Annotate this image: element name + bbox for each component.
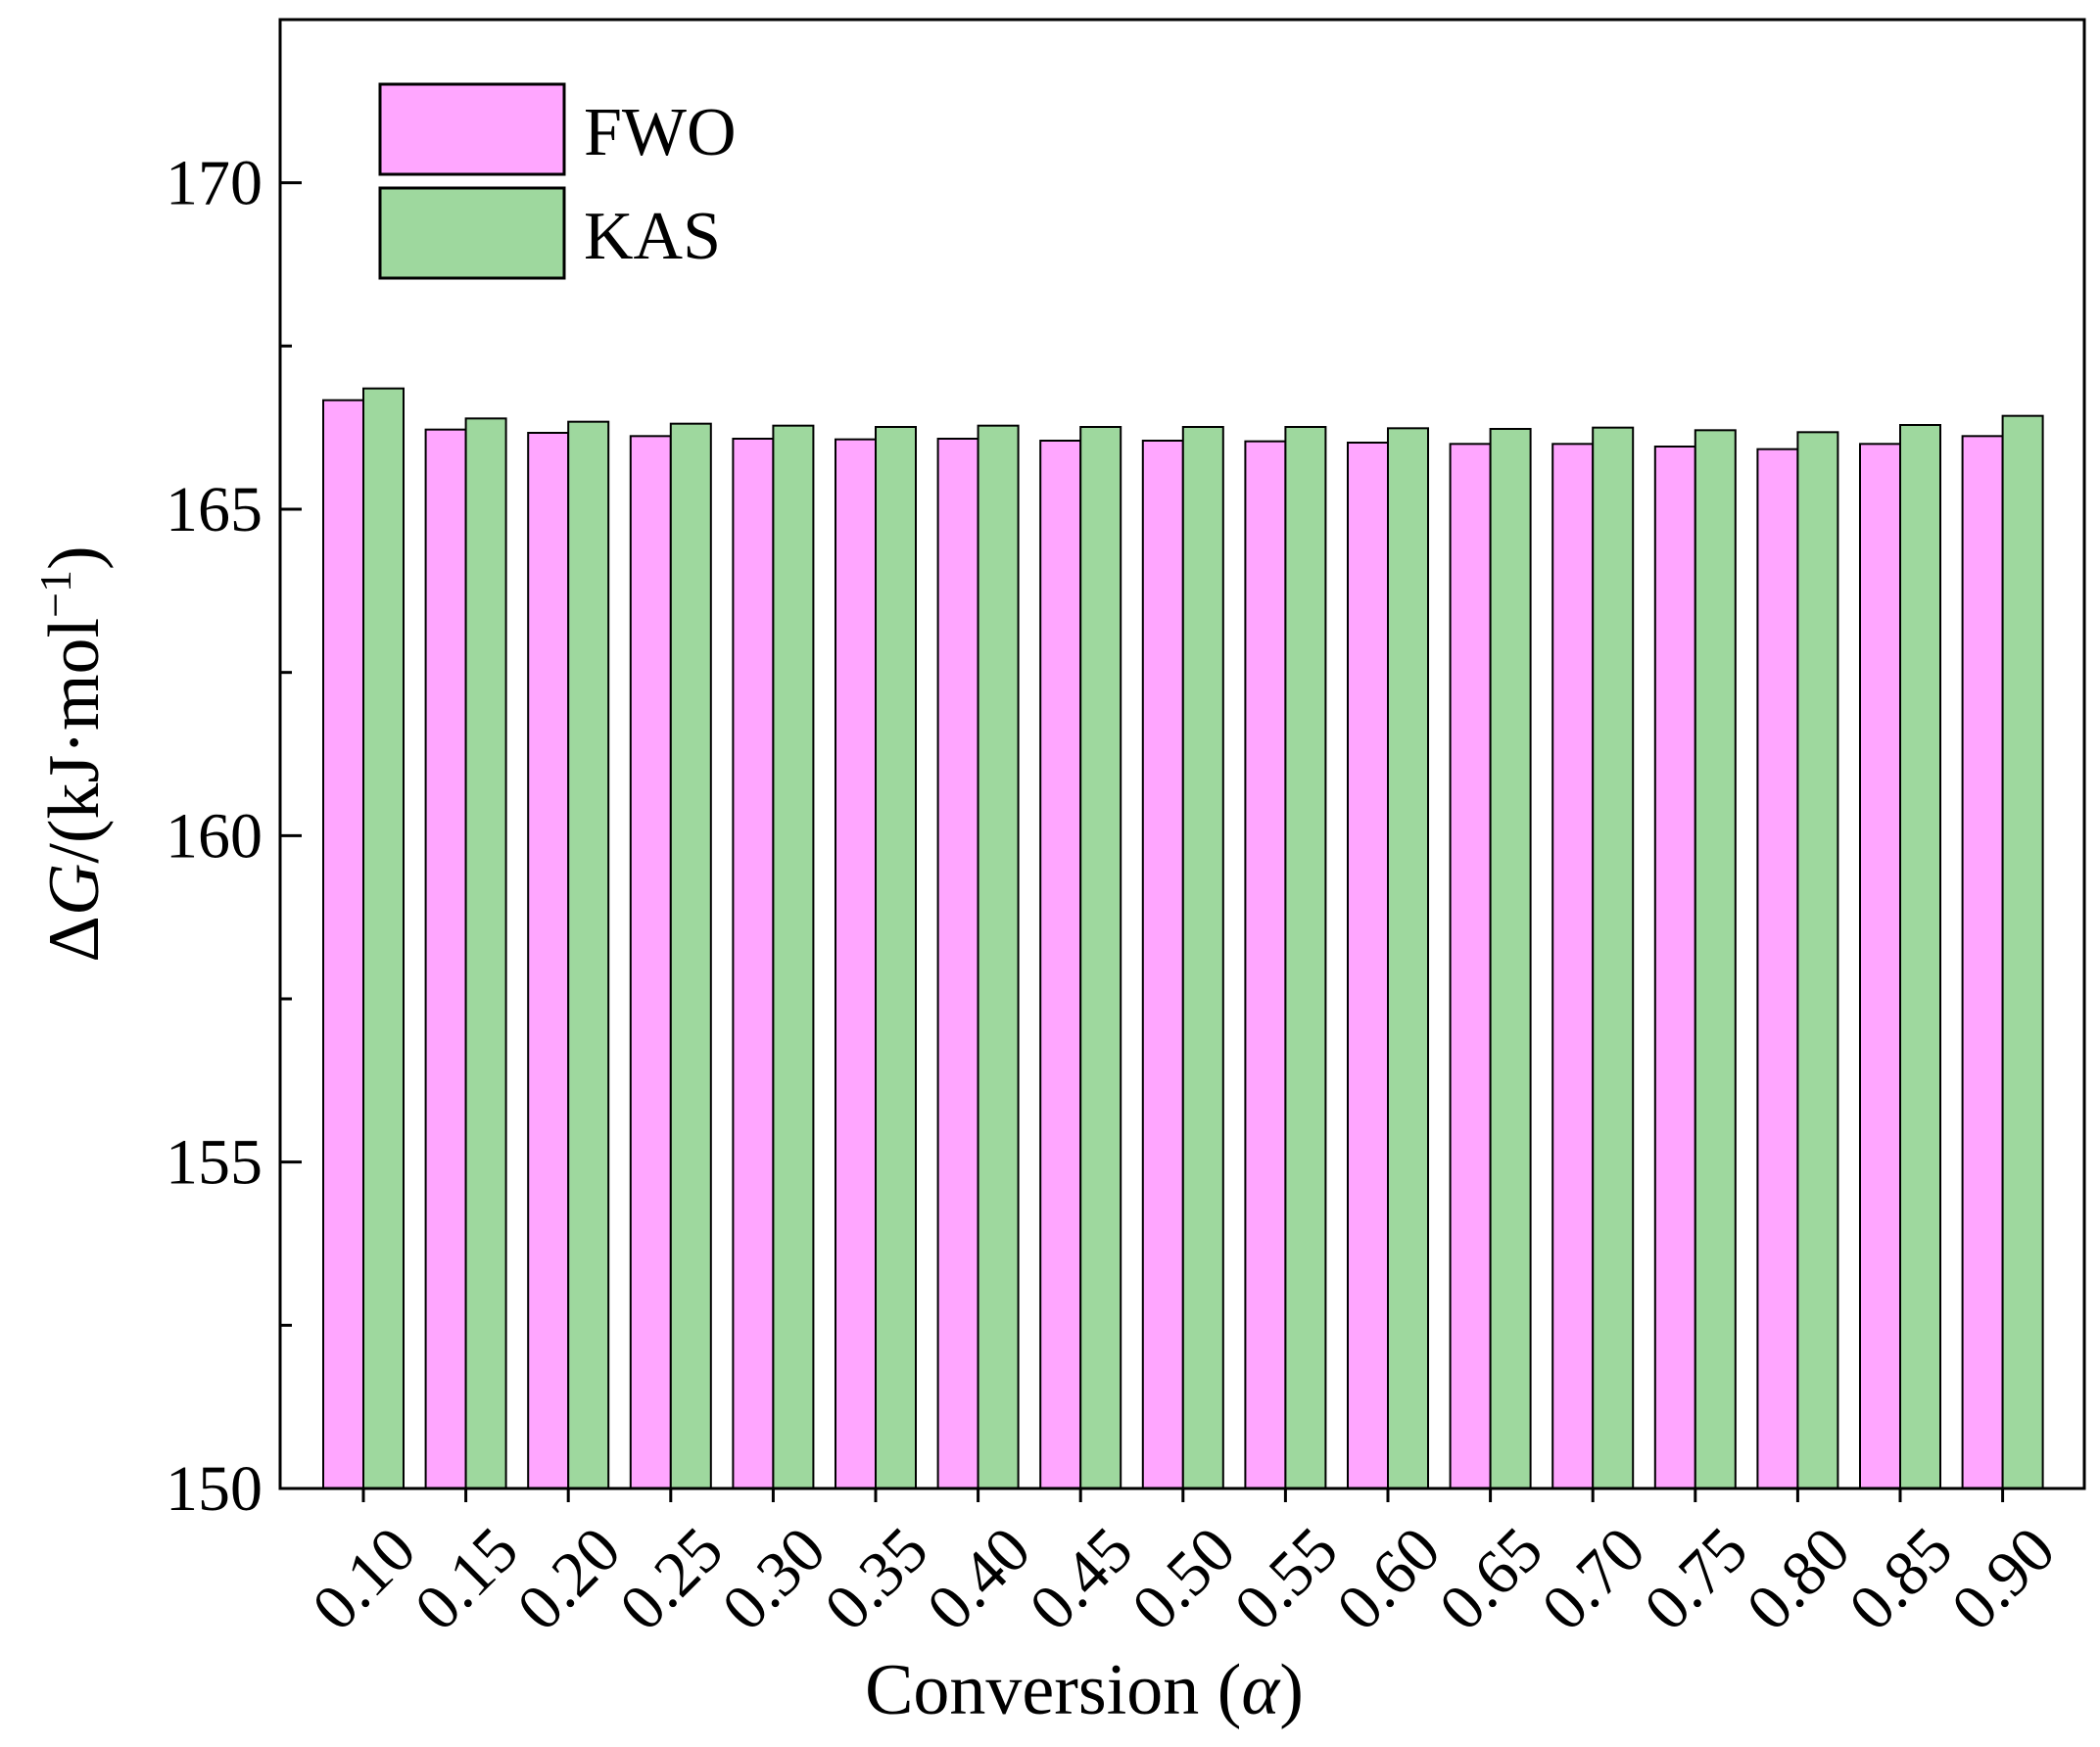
bar-fwo-0.15 [424,428,467,1490]
bar-kas-0.20 [567,420,610,1490]
bar-kas-0.40 [977,424,1020,1490]
bar-fwo-0.45 [1039,440,1082,1489]
bars-layer [322,387,2044,1490]
bar-fwo-0.90 [1961,435,2004,1489]
x-tick-label: 0.10 [299,1514,429,1644]
y-tick-label: 150 [166,1453,262,1525]
x-tick-label: 0.80 [1734,1514,1864,1644]
y-tick-label: 170 [166,148,262,219]
bar-kas-0.85 [1899,424,1941,1489]
bar-kas-0.75 [1694,429,1737,1489]
bar-fwo-0.75 [1653,446,1696,1489]
legend: FWO KAS [378,82,737,280]
x-tick-label: 0.45 [1016,1514,1146,1644]
bar-kas-0.15 [464,417,507,1489]
x-tick-label: 0.55 [1221,1514,1352,1644]
y-tick-label: 165 [166,474,262,545]
bar-fwo-0.60 [1347,442,1389,1489]
x-tick-label: 0.15 [402,1514,532,1644]
y-axis-title: ΔG/(kJ·mol−1) [30,545,115,962]
bar-fwo-0.25 [629,435,672,1489]
bar-fwo-0.40 [936,438,979,1489]
bar-fwo-0.10 [322,399,364,1490]
legend-swatch-fwo [378,82,566,176]
bar-kas-0.30 [772,424,815,1490]
bar-kas-0.25 [669,422,712,1490]
y-tick-label: 160 [166,800,262,872]
bar-fwo-0.35 [835,438,877,1490]
legend-label-fwo: FWO [584,95,737,170]
x-tick-label: 0.35 [811,1514,941,1644]
x-tick-label: 0.30 [709,1514,839,1644]
bar-kas-0.90 [2001,414,2044,1490]
bar-fwo-0.80 [1756,448,1799,1490]
x-axis-title: Conversion (α) [865,1650,1304,1730]
x-tick-label: 0.20 [503,1514,634,1644]
x-tick-label: 0.25 [606,1514,737,1644]
bar-kas-0.55 [1284,426,1327,1489]
y-tick-label: 155 [166,1127,262,1199]
x-axis: 0.100.150.200.250.300.350.400.450.500.55… [299,1488,2069,1644]
bar-kas-0.35 [875,426,917,1489]
bar-fwo-0.20 [527,432,570,1489]
bar-fwo-0.55 [1244,440,1287,1490]
x-tick-label: 0.65 [1426,1514,1556,1644]
bar-kas-0.45 [1079,426,1122,1489]
x-tick-label: 0.50 [1119,1514,1249,1644]
x-tick-label: 0.60 [1323,1514,1454,1644]
x-tick-label: 0.75 [1631,1514,1761,1644]
bar-fwo-0.50 [1141,440,1184,1489]
bar-kas-0.50 [1181,426,1224,1489]
bar-kas-0.60 [1387,427,1429,1489]
bar-fwo-0.65 [1449,443,1492,1489]
legend-swatch-kas [378,186,566,280]
x-tick-label: 0.85 [1836,1514,1966,1644]
bar-fwo-0.30 [732,438,775,1489]
y-axis: 150 155 160 165 170 [166,148,302,1525]
legend-label-kas: KAS [584,199,721,274]
bar-fwo-0.70 [1551,443,1595,1489]
bar-kas-0.70 [1592,426,1635,1490]
x-tick-label: 0.40 [914,1514,1044,1644]
bar-kas-0.10 [362,387,405,1490]
bar-fwo-0.85 [1859,443,1901,1489]
x-tick-label: 0.90 [1938,1514,2069,1644]
bar-kas-0.80 [1796,431,1839,1489]
x-tick-label: 0.70 [1528,1514,1658,1644]
bar-kas-0.65 [1489,428,1532,1489]
